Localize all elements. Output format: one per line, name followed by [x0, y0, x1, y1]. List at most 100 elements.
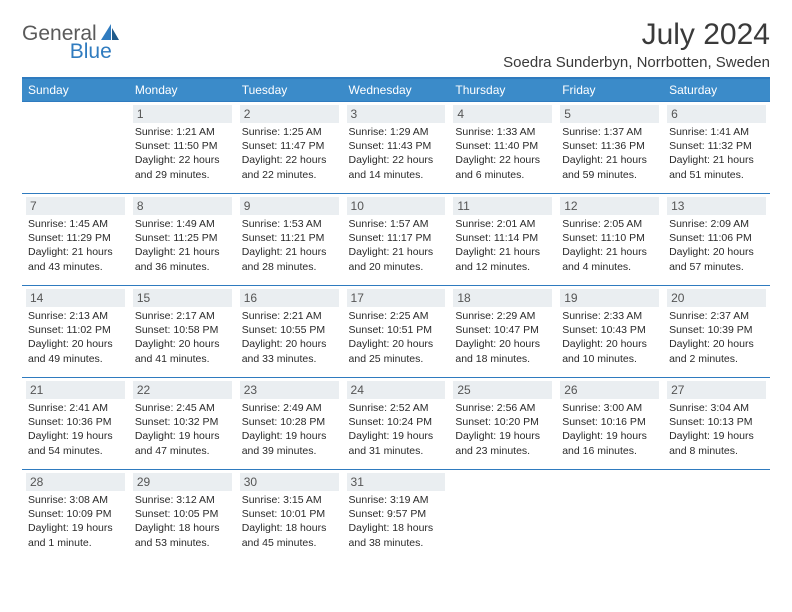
calendar-cell [556, 470, 663, 556]
daylight: Daylight: 22 hours and 14 minutes. [349, 153, 444, 181]
calendar-cell: 12 Sunrise: 2:05 AMSunset: 11:10 PMDaylig… [556, 194, 663, 286]
day-number: 21 [26, 381, 125, 399]
daylight: Daylight: 21 hours and 28 minutes. [242, 245, 337, 273]
calendar-cell: 27Sunrise: 3:04 AMSunset: 10:13 PMDaylig… [663, 378, 770, 470]
daylight: Daylight: 21 hours and 12 minutes. [455, 245, 550, 273]
daylight: Daylight: 20 hours and 57 minutes. [669, 245, 764, 273]
logo-text-blue: Blue [70, 40, 112, 64]
sunset: Sunset: 11:36 PM [562, 139, 657, 153]
daylight: Daylight: 18 hours and 53 minutes. [135, 521, 230, 549]
day-number: 31 [347, 473, 446, 491]
daylight: Daylight: 19 hours and 47 minutes. [135, 429, 230, 457]
daylight: Daylight: 19 hours and 1 minute. [28, 521, 123, 549]
sunrise: Sunrise: 3:15 AM [242, 493, 337, 507]
sunrise: Sunrise: 2:01 AM [455, 217, 550, 231]
sunset: Sunset: 10:13 PM [669, 415, 764, 429]
sunrise: Sunrise: 2:37 AM [669, 309, 764, 323]
dow-wed: Wednesday [343, 78, 450, 102]
sunset: Sunset: 11:40 PM [455, 139, 550, 153]
sunrise: Sunrise: 3:08 AM [28, 493, 123, 507]
calendar-cell [663, 470, 770, 556]
calendar-page: General Blue July 2024 Soedra Sunderbyn,… [0, 0, 792, 566]
daylight: Daylight: 19 hours and 54 minutes. [28, 429, 123, 457]
dow-fri: Friday [556, 78, 663, 102]
day-number: 23 [240, 381, 339, 399]
day-info: Sunrise: 1:57 AMSunset: 11:17 PMDaylight… [347, 217, 446, 274]
calendar-cell: 31 Sunrise: 3:19 AMSunset: 9:57 PMDayligh… [343, 470, 450, 556]
calendar-row: 1Sunrise: 1:21 AMSunset: 11:50 PMDayligh… [22, 102, 770, 194]
calendar-cell: 14Sunrise: 2:13 AMSunset: 11:02 PMDaylig… [22, 286, 129, 378]
calendar-cell: 6Sunrise: 1:41 AMSunset: 11:32 PMDayligh… [663, 102, 770, 194]
sunset: Sunset: 10:05 PM [135, 507, 230, 521]
sunset: Sunset: 11:25 PM [135, 231, 230, 245]
day-info: Sunrise: 2:25 AMSunset: 10:51 PMDaylight… [347, 309, 446, 366]
calendar-row: 14Sunrise: 2:13 AMSunset: 11:02 PMDaylig… [22, 286, 770, 378]
location: Soedra Sunderbyn, Norrbotten, Sweden [503, 54, 770, 71]
day-info: Sunrise: 2:29 AMSunset: 10:47 PMDaylight… [453, 309, 552, 366]
day-number: 25 [453, 381, 552, 399]
day-info: Sunrise: 3:12 AMSunset: 10:05 PMDaylight… [133, 493, 232, 550]
sunrise: Sunrise: 2:13 AM [28, 309, 123, 323]
day-number: 4 [453, 105, 552, 123]
day-info: Sunrise: 2:21 AMSunset: 10:55 PMDaylight… [240, 309, 339, 366]
calendar-cell: 28Sunrise: 3:08 AMSunset: 10:09 PMDaylig… [22, 470, 129, 556]
calendar-cell: 22Sunrise: 2:45 AMSunset: 10:32 PMDaylig… [129, 378, 236, 470]
day-number: 6 [667, 105, 766, 123]
calendar-cell [22, 102, 129, 194]
calendar-cell: 5Sunrise: 1:37 AMSunset: 11:36 PMDayligh… [556, 102, 663, 194]
day-number: 20 [667, 289, 766, 307]
day-number: 9 [240, 197, 339, 215]
daylight: Daylight: 20 hours and 25 minutes. [349, 337, 444, 365]
calendar-cell: 17Sunrise: 2:25 AMSunset: 10:51 PMDaylig… [343, 286, 450, 378]
sunset: Sunset: 11:29 PM [28, 231, 123, 245]
dow-mon: Monday [129, 78, 236, 102]
day-info: Sunrise: 2:01 AMSunset: 11:14 PMDaylight… [453, 217, 552, 274]
day-number: 14 [26, 289, 125, 307]
day-info: Sunrise: 2:05 AMSunset: 11:10 PMDaylight… [560, 217, 659, 274]
day-number: 15 [133, 289, 232, 307]
daylight: Daylight: 19 hours and 31 minutes. [349, 429, 444, 457]
calendar-cell: 29Sunrise: 3:12 AMSunset: 10:05 PMDaylig… [129, 470, 236, 556]
sunset: Sunset: 11:50 PM [135, 139, 230, 153]
sunrise: Sunrise: 1:53 AM [242, 217, 337, 231]
daylight: Daylight: 20 hours and 2 minutes. [669, 337, 764, 365]
sunset: Sunset: 11:47 PM [242, 139, 337, 153]
sunset: Sunset: 9:57 PM [349, 507, 444, 521]
day-info: Sunrise: 2:37 AMSunset: 10:39 PMDaylight… [667, 309, 766, 366]
dow-thu: Thursday [449, 78, 556, 102]
sunrise: Sunrise: 2:41 AM [28, 401, 123, 415]
calendar-cell: 2Sunrise: 1:25 AMSunset: 11:47 PMDayligh… [236, 102, 343, 194]
day-info: Sunrise: 1:53 AMSunset: 11:21 PMDaylight… [240, 217, 339, 274]
calendar-cell: 11Sunrise: 2:01 AMSunset: 11:14 PMDaylig… [449, 194, 556, 286]
calendar-cell: 4Sunrise: 1:33 AMSunset: 11:40 PMDayligh… [449, 102, 556, 194]
daylight: Daylight: 19 hours and 23 minutes. [455, 429, 550, 457]
title-block: July 2024 Soedra Sunderbyn, Norrbotten, … [503, 18, 770, 71]
sunrise: Sunrise: 3:12 AM [135, 493, 230, 507]
calendar-cell: 9 Sunrise: 1:53 AMSunset: 11:21 PMDayligh… [236, 194, 343, 286]
calendar-cell: 21Sunrise: 2:41 AMSunset: 10:36 PMDaylig… [22, 378, 129, 470]
day-number: 1 [133, 105, 232, 123]
dow-tue: Tuesday [236, 78, 343, 102]
dow-row: Sunday Monday Tuesday Wednesday Thursday… [22, 78, 770, 102]
day-number: 30 [240, 473, 339, 491]
calendar-cell: 1Sunrise: 1:21 AMSunset: 11:50 PMDayligh… [129, 102, 236, 194]
day-number: 10 [347, 197, 446, 215]
sunset: Sunset: 11:06 PM [669, 231, 764, 245]
sunrise: Sunrise: 1:37 AM [562, 125, 657, 139]
sunrise: Sunrise: 1:25 AM [242, 125, 337, 139]
calendar-body: 1Sunrise: 1:21 AMSunset: 11:50 PMDayligh… [22, 102, 770, 556]
daylight: Daylight: 20 hours and 10 minutes. [562, 337, 657, 365]
calendar-cell: 26Sunrise: 3:00 AMSunset: 10:16 PMDaylig… [556, 378, 663, 470]
day-info: Sunrise: 3:04 AMSunset: 10:13 PMDaylight… [667, 401, 766, 458]
dow-sun: Sunday [22, 78, 129, 102]
daylight: Daylight: 21 hours and 4 minutes. [562, 245, 657, 273]
sunset: Sunset: 10:43 PM [562, 323, 657, 337]
sunrise: Sunrise: 2:17 AM [135, 309, 230, 323]
day-info: Sunrise: 2:09 AMSunset: 11:06 PMDaylight… [667, 217, 766, 274]
calendar-cell: 16Sunrise: 2:21 AMSunset: 10:55 PMDaylig… [236, 286, 343, 378]
day-info: Sunrise: 3:19 AMSunset: 9:57 PMDaylight:… [347, 493, 446, 550]
day-number: 7 [26, 197, 125, 215]
day-number: 28 [26, 473, 125, 491]
calendar-cell: 3Sunrise: 1:29 AMSunset: 11:43 PMDayligh… [343, 102, 450, 194]
day-number: 12 [560, 197, 659, 215]
